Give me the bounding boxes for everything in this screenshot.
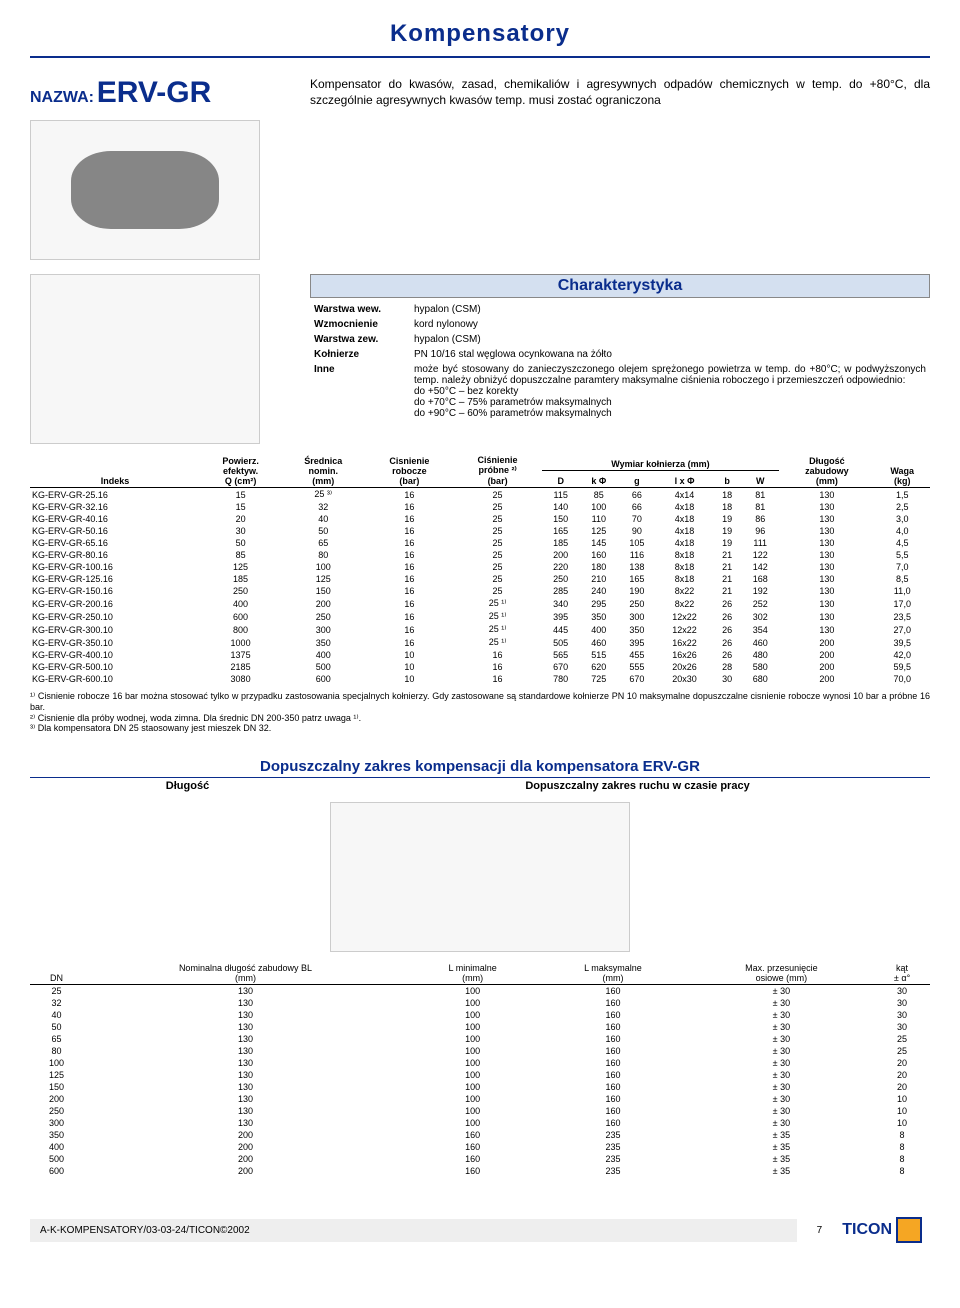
logo-square-icon [896,1217,922,1243]
table-row: 250130100160± 3010 [30,1105,930,1117]
compensation-drawing [330,802,630,952]
table-row: 40130100160± 3030 [30,1009,930,1021]
table-row: KG-ERV-GR-100.1612510016252201801388x182… [30,561,930,573]
table-row: KG-ERV-GR-600.103080600101678072567020x3… [30,673,930,685]
table-row: KG-ERV-GR-125.1618512516252502101658x182… [30,573,930,585]
header-row: NAZWA: ERV-GR Kompensator do kwasów, zas… [30,76,930,260]
spec-row: Charakterystyka Warstwa wew.hypalon (CSM… [30,274,930,444]
model-name: ERV-GR [97,76,211,109]
range-th: kąt± α° [874,962,930,985]
name-column: NAZWA: ERV-GR [30,76,290,260]
char-value: hypalon (CSM) [410,332,930,347]
page-title: Kompensatory [30,20,930,48]
th-b: b [713,470,741,487]
table-row: KG-ERV-GR-40.1620401625150110704x1819861… [30,513,930,525]
table-row: KG-ERV-GR-32.1615321625140100664x1818811… [30,501,930,513]
name-label: NAZWA: [30,89,94,106]
char-key: Kołnierze [310,347,410,362]
th-waga: Waga(kg) [874,454,930,488]
th-W: W [741,470,779,487]
th-indeks: Indeks [30,454,200,488]
th-sred: Średnicanomin.(mm) [281,454,365,488]
comp-sub-right: Dopuszczalny zakres ruchu w czasie pracy [345,780,930,792]
compensation-subheader: Długość Dopuszczalny zakres ruchu w czas… [30,780,930,792]
table-row: 400200160235± 358 [30,1141,930,1153]
footer-logo-text: TICON [842,1221,892,1238]
table-row: KG-ERV-GR-150.1625015016252852401908x222… [30,585,930,597]
tech-drawing-column [30,274,290,444]
table-row: 25130100160± 3030 [30,985,930,998]
table-row: KG-ERV-GR-25.161525 ³⁾162511585664x14188… [30,488,930,502]
footer: A-K-KOMPENSATORY/03-03-24/TICON©2002 7 T… [30,1217,930,1243]
table-row: 50130100160± 3030 [30,1021,930,1033]
char-key: Warstwa zew. [310,332,410,347]
characteristics-box: Charakterystyka Warstwa wew.hypalon (CSM… [310,274,930,444]
table-row: 150130100160± 3020 [30,1081,930,1093]
product-photo [30,120,260,260]
table-row: KG-ERV-GR-80.16858016252001601168x182112… [30,549,930,561]
footer-doc-id: A-K-KOMPENSATORY/03-03-24/TICON©2002 [30,1219,797,1242]
table-row: KG-ERV-GR-50.1630501625165125904x1819961… [30,525,930,537]
char-value: PN 10/16 stal węglowa ocynkowana na żółt… [410,347,930,362]
divider [30,56,930,58]
footnotes: ¹⁾ Cisnienie robocze 16 bar można stosow… [30,691,930,734]
table-row: KG-ERV-GR-65.16506516251851451054x181911… [30,537,930,549]
range-table: DNNominalna długość zabudowy BL(mm)L min… [30,962,930,1177]
th-wymiar: Wymiar kołnierza (mm) [542,454,780,470]
range-th: L maksymalne(mm) [537,962,688,985]
table-row: 200130100160± 3010 [30,1093,930,1105]
char-key: Inne [310,362,410,421]
range-th: Nominalna długość zabudowy BL(mm) [83,962,408,985]
table-row: KG-ERV-GR-300.108003001625 ¹⁾44540035012… [30,623,930,636]
char-key: Warstwa wew. [310,302,410,317]
table-row: 100130100160± 3020 [30,1057,930,1069]
range-th: Max. przesunięcieosiowe (mm) [689,962,874,985]
char-value: kord nylonowy [410,317,930,332]
table-row: 65130100160± 3025 [30,1033,930,1045]
th-lxPhi: l x Φ [656,470,713,487]
table-row: 600200160235± 358 [30,1165,930,1177]
comp-sub-left: Długość [30,780,345,792]
table-row: KG-ERV-GR-350.1010003501625 ¹⁾5054603951… [30,636,930,649]
th-kPhi: k Φ [580,470,618,487]
footer-page-number: 7 [809,1225,831,1236]
th-g: g [618,470,656,487]
table-row: 32130100160± 3030 [30,997,930,1009]
footnote-1: ¹⁾ Cisnienie robocze 16 bar można stosow… [30,691,930,713]
footnote-3: ³⁾ Dla kompensatora DN 25 staosowany jes… [30,723,930,734]
char-value: hypalon (CSM) [410,302,930,317]
th-pow: Powierz.efektyw.Q (cm²) [200,454,281,488]
range-th: DN [30,962,83,985]
technical-drawing [30,274,260,444]
main-data-table: Indeks Powierz.efektyw.Q (cm²) Średnican… [30,454,930,685]
table-row: KG-ERV-GR-500.102185500101667062055520x2… [30,661,930,673]
compensation-section: Dopuszczalny zakres kompensacji dla komp… [30,758,930,1177]
th-dl: Długośćzabudowy(mm) [779,454,874,488]
th-D: D [542,470,580,487]
characteristics-table: Warstwa wew.hypalon (CSM)Wzmocnieniekord… [310,302,930,421]
char-key: Wzmocnienie [310,317,410,332]
th-crob: Cisnienierobocze(bar) [365,454,453,488]
char-value: może być stosowany do zanieczyszczonego … [410,362,930,421]
range-th: L minimalne(mm) [408,962,537,985]
description: Kompensator do kwasów, zasad, chemikalió… [310,76,930,260]
th-cprob: Ciśnieniepróbne ²⁾(bar) [453,454,541,488]
footnote-2: ²⁾ Cisnienie dla próby wodnej, woda zimn… [30,713,930,724]
title-bar: Kompensatory [30,20,930,48]
table-row: KG-ERV-GR-250.106002501625 ¹⁾39535030012… [30,610,930,623]
table-row: 500200160235± 358 [30,1153,930,1165]
compensation-title: Dopuszczalny zakres kompensacji dla komp… [30,758,930,778]
footer-logo: TICON [842,1217,930,1243]
table-row: 125130100160± 3020 [30,1069,930,1081]
table-row: KG-ERV-GR-200.164002001625 ¹⁾3402952508x… [30,597,930,610]
table-row: 80130100160± 3025 [30,1045,930,1057]
page: Kompensatory NAZWA: ERV-GR Kompensator d… [0,0,960,1283]
table-row: 350200160235± 358 [30,1129,930,1141]
table-row: 300130100160± 3010 [30,1117,930,1129]
characteristics-title: Charakterystyka [310,274,930,298]
table-row: KG-ERV-GR-400.101375400101656551545516x2… [30,649,930,661]
